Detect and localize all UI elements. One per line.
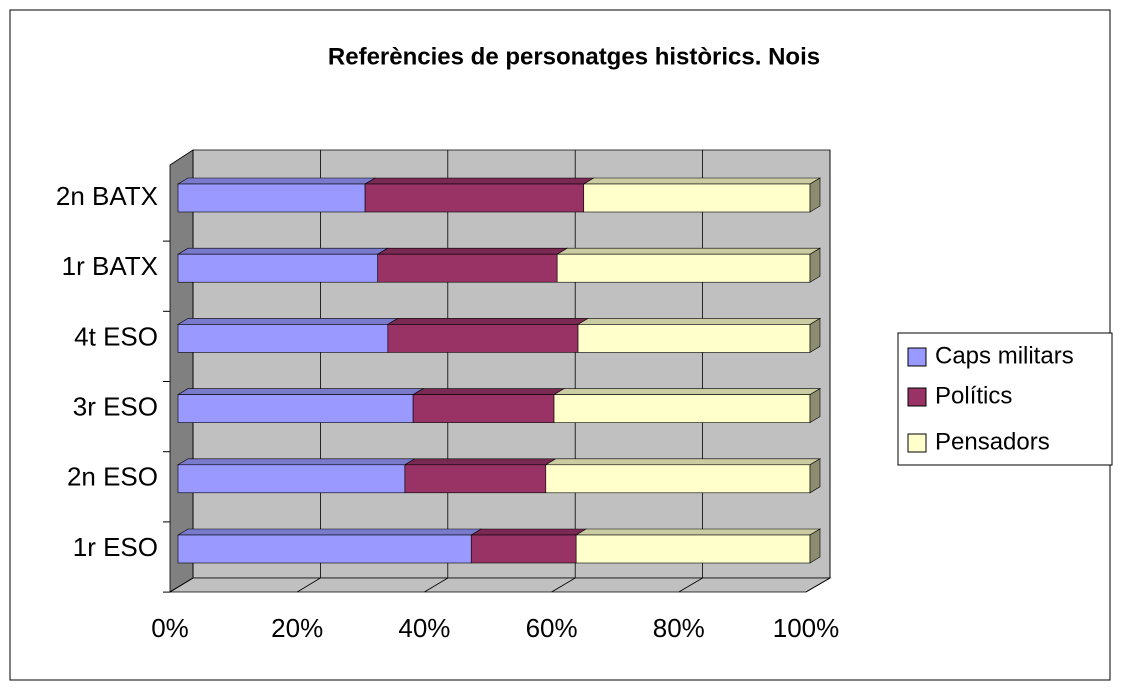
bar <box>177 183 366 213</box>
bar-top <box>582 177 822 185</box>
legend-swatch <box>907 433 927 453</box>
floor-grid-line <box>424 577 449 593</box>
y-tick-label: 3r ESO <box>73 391 158 421</box>
back-wall <box>192 149 831 579</box>
y-tick-label: 2n BATX <box>56 181 158 211</box>
bar-top <box>176 458 416 466</box>
bar <box>177 464 406 494</box>
bar-side <box>809 177 821 213</box>
x-tick-label: 20% <box>271 613 323 643</box>
bar <box>470 534 577 564</box>
bar-side <box>809 388 821 424</box>
side-wall <box>169 149 194 593</box>
bar <box>577 324 811 353</box>
bar-top <box>470 528 588 536</box>
bar <box>177 324 389 353</box>
bar-top <box>575 528 822 536</box>
bar-side <box>809 247 821 283</box>
bar-top <box>556 247 822 255</box>
bar <box>575 534 811 564</box>
x-tick-label: 80% <box>653 613 705 643</box>
floor-grid-line <box>678 577 703 593</box>
bar-top <box>376 247 569 255</box>
legend-label: Polítics <box>935 382 1012 409</box>
bar-top <box>386 318 590 325</box>
y-tick-label: 1r ESO <box>73 532 158 562</box>
bar-top <box>403 458 557 466</box>
bar-side <box>809 528 821 564</box>
x-tick-label: 0% <box>151 613 189 643</box>
bar-top <box>176 528 483 536</box>
bar-side <box>809 458 821 494</box>
bar <box>545 464 811 494</box>
floor-grid-line <box>551 577 576 593</box>
bar <box>177 534 472 564</box>
floor-grid-line <box>296 577 321 593</box>
bar-top <box>176 177 377 185</box>
bar <box>583 183 811 213</box>
bar <box>387 324 579 353</box>
x-tick-label: 40% <box>398 613 450 643</box>
legend-swatch <box>907 387 927 407</box>
bar <box>377 253 558 283</box>
bar <box>177 253 379 283</box>
x-tick-label: 60% <box>526 613 578 643</box>
y-tick-label: 1r BATX <box>62 251 158 281</box>
bar-side <box>809 317 821 353</box>
legend-swatch <box>907 347 927 367</box>
floor-grid-line <box>805 577 831 593</box>
bar <box>556 253 811 283</box>
bar-top <box>176 388 425 395</box>
chart-title: Referències de personatges històrics. No… <box>328 43 820 70</box>
bar-top <box>576 318 822 325</box>
bar <box>364 183 585 213</box>
bar-top <box>176 318 399 325</box>
bar <box>404 464 547 494</box>
bar-top <box>176 247 389 255</box>
bar-top <box>544 458 822 466</box>
bar <box>177 394 414 423</box>
legend <box>897 332 1113 466</box>
legend-label: Pensadors <box>935 428 1050 455</box>
y-tick-label: 4t ESO <box>74 321 158 351</box>
floor-grid-line <box>169 577 194 593</box>
bar <box>553 394 811 423</box>
y-tick-label: 2n ESO <box>67 462 158 492</box>
legend-label: Caps militars <box>935 342 1074 369</box>
x-tick-label: 100% <box>773 613 840 643</box>
bar-top <box>552 388 822 395</box>
bar <box>412 394 555 423</box>
bar-top <box>412 388 566 395</box>
floor <box>168 577 832 593</box>
bar-top <box>363 177 595 185</box>
